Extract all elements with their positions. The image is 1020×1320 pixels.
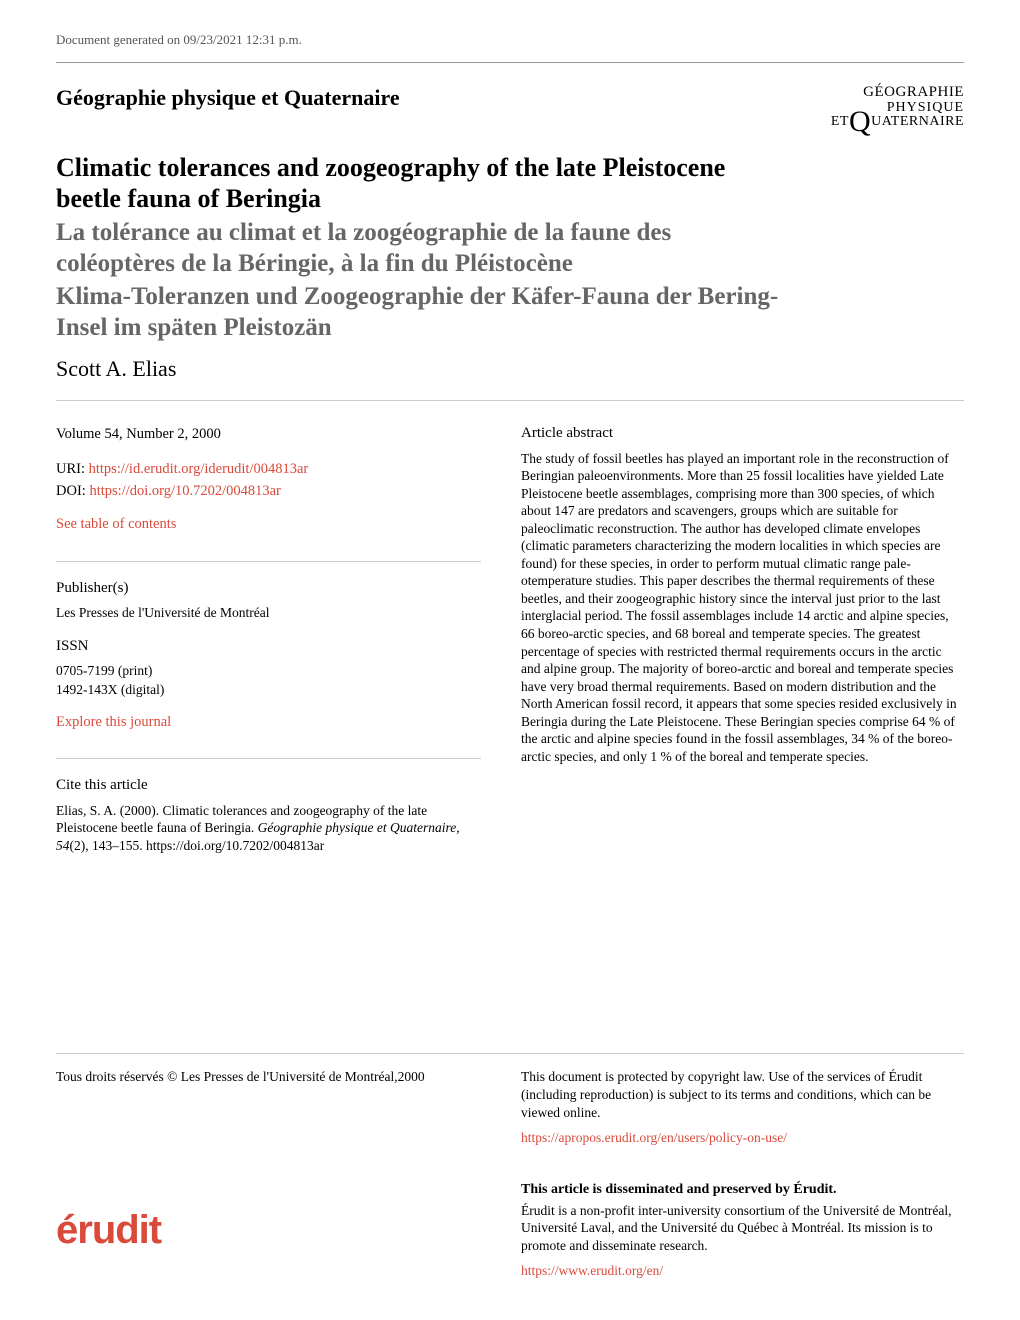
identifiers-section: URI: https://id.erudit.org/iderudit/0048… <box>56 458 481 515</box>
doi-link[interactable]: https://doi.org/10.7202/004813ar <box>89 483 280 499</box>
erudit-description: This article is disseminated and preserv… <box>521 1181 964 1280</box>
see-toc-link[interactable]: See table of contents <box>56 516 176 532</box>
abstract-column: Article abstract The study of fossil bee… <box>521 425 964 869</box>
cite-section: Cite this article Elias, S. A. (2000). C… <box>56 775 481 868</box>
disseminated-body: Érudit is a non-profit inter-university … <box>521 1202 964 1255</box>
footer-top-row: Tous droits réservés © Les Presses de l'… <box>56 1053 964 1146</box>
volume-section: Volume 54, Number 2, 2000 <box>56 425 481 459</box>
volume-info: Volume 54, Number 2, 2000 <box>56 425 481 445</box>
meta-divider-2 <box>56 758 481 759</box>
explore-section: Explore this journal <box>56 713 481 747</box>
journal-logo: GÉOGRAPHIE PHYSIQUE ETQUATERNAIRE <box>831 85 964 130</box>
issn-digital: 1492-143X (digital) <box>56 681 481 699</box>
erudit-home-link[interactable]: https://www.erudit.org/en/ <box>521 1263 663 1278</box>
generated-timestamp: Document generated on 09/23/2021 12:31 p… <box>56 32 302 47</box>
title-block: Climatic tolerances and zoogeography of … <box>56 130 964 399</box>
cite-text: Elias, S. A. (2000). Climatic tolerances… <box>56 802 481 855</box>
publisher-section: Publisher(s) Les Presses de l'Université… <box>56 578 481 636</box>
cite-heading: Cite this article <box>56 775 481 801</box>
publisher-heading: Publisher(s) <box>56 578 481 604</box>
explore-journal-link[interactable]: Explore this journal <box>56 714 171 730</box>
doi-line: DOI: https://doi.org/10.7202/004813ar <box>56 480 481 502</box>
issn-heading: ISSN <box>56 636 481 662</box>
article-author: Scott A. Elias <box>56 346 784 400</box>
journal-header: Géographie physique et Quaternaire GÉOGR… <box>56 63 964 130</box>
publisher-name: Les Presses de l'Université de Montréal <box>56 604 481 622</box>
main-two-column: Volume 54, Number 2, 2000 URI: https://i… <box>56 401 964 869</box>
copyright-protection: This document is protected by copyright … <box>521 1068 964 1146</box>
abstract-heading: Article abstract <box>521 425 964 450</box>
page-footer: Tous droits réservés © Les Presses de l'… <box>56 1053 964 1280</box>
toc-section: See table of contents <box>56 515 481 549</box>
uri-line: URI: https://id.erudit.org/iderudit/0048… <box>56 458 481 480</box>
journal-name: Géographie physique et Quaternaire <box>56 85 400 111</box>
uri-link[interactable]: https://id.erudit.org/iderudit/004813ar <box>89 461 309 477</box>
article-subtitle-fr: La tolérance au climat et la zoogéograph… <box>56 217 784 280</box>
issn-section: ISSN 0705-7199 (print) 1492-143X (digita… <box>56 636 481 713</box>
article-subtitle-de: Klima-Toleranzen und Zoogeographie der K… <box>56 281 784 344</box>
disseminated-heading: This article is disseminated and preserv… <box>521 1181 964 1202</box>
meta-divider-1 <box>56 561 481 562</box>
policy-link[interactable]: https://apropos.erudit.org/en/users/poli… <box>521 1130 787 1145</box>
abstract-body: The study of fossil beetles has played a… <box>521 450 964 766</box>
erudit-logo[interactable]: érudit <box>56 1181 481 1280</box>
copyright-notice: Tous droits réservés © Les Presses de l'… <box>56 1068 481 1146</box>
document-generated-bar: Document generated on 09/23/2021 12:31 p… <box>56 0 964 63</box>
footer-bottom-row: érudit This article is disseminated and … <box>56 1147 964 1280</box>
article-title: Climatic tolerances and zoogeography of … <box>56 152 784 214</box>
metadata-column: Volume 54, Number 2, 2000 URI: https://i… <box>56 425 481 869</box>
issn-print: 0705-7199 (print) <box>56 662 481 680</box>
